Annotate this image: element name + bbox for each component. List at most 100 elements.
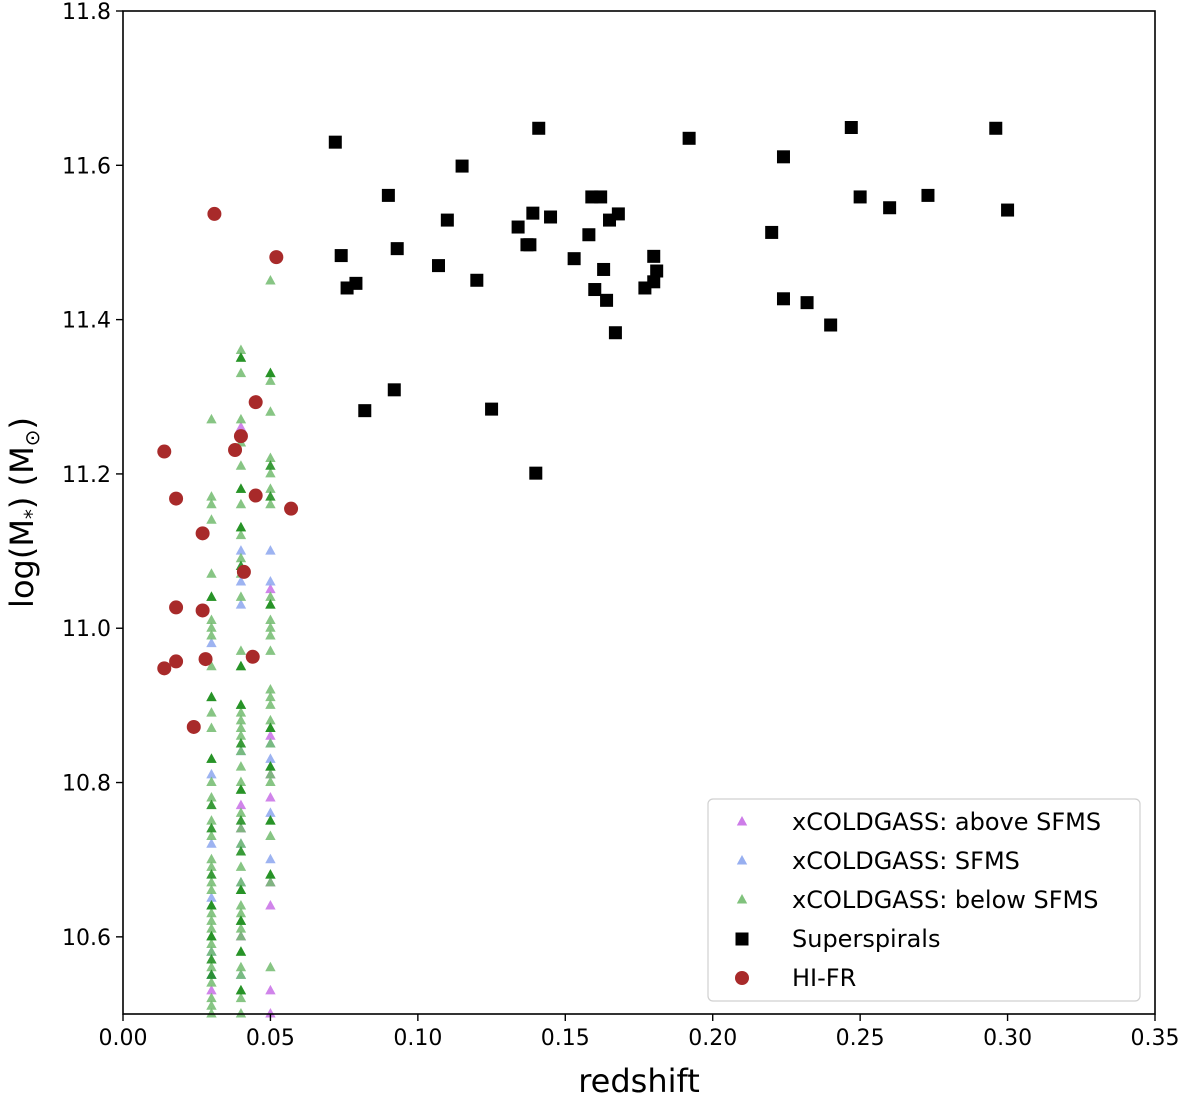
data-point	[235, 714, 247, 725]
data-point	[235, 591, 247, 601]
data-point	[265, 961, 276, 972]
data-point	[265, 599, 276, 609]
data-point	[358, 404, 372, 418]
data-point	[206, 591, 217, 601]
data-point	[235, 799, 247, 810]
data-point	[206, 992, 217, 1003]
data-point	[235, 521, 247, 532]
data-point	[265, 583, 276, 594]
x-tick-label: 0.35	[1131, 1026, 1180, 1051]
data-point	[431, 259, 445, 273]
data-point	[235, 876, 247, 887]
data-point	[206, 838, 217, 848]
data-point	[235, 992, 247, 1003]
data-points	[157, 121, 1015, 1018]
data-point	[206, 830, 217, 841]
y-tick-label: 11.4	[62, 309, 111, 334]
data-point	[582, 228, 596, 242]
data-point	[206, 614, 217, 625]
data-point	[265, 629, 276, 640]
data-point	[206, 799, 217, 810]
y-label-subscript: ⊙	[20, 430, 44, 447]
data-point	[169, 491, 184, 506]
data-point	[265, 899, 276, 910]
legend-marker	[735, 932, 749, 946]
data-point	[206, 707, 217, 717]
data-point	[334, 249, 348, 263]
data-point	[206, 961, 217, 972]
data-point	[776, 292, 790, 306]
data-point	[265, 776, 276, 787]
data-point	[169, 654, 184, 669]
data-point	[597, 262, 611, 276]
data-point	[328, 135, 342, 149]
data-point	[265, 591, 276, 601]
data-point	[265, 545, 276, 555]
data-point	[265, 683, 276, 694]
data-point	[235, 930, 247, 941]
data-point	[206, 491, 217, 501]
data-point	[235, 660, 247, 671]
data-point	[265, 498, 276, 509]
data-point	[206, 568, 217, 578]
data-point	[235, 344, 247, 354]
data-point	[611, 207, 625, 221]
data-point	[853, 190, 867, 204]
data-point	[682, 131, 696, 145]
data-point	[206, 946, 217, 956]
data-point	[235, 884, 247, 895]
legend: xCOLDGASS: above SFMS xCOLDGASS: SFMS xCOL…	[707, 798, 1141, 1002]
data-point	[206, 923, 217, 933]
data-point	[233, 429, 248, 444]
data-point	[265, 753, 276, 763]
data-point	[265, 467, 276, 478]
data-point	[157, 444, 172, 459]
y-axis-label: log(M*) (M⊙)	[3, 417, 44, 608]
data-point	[248, 488, 263, 503]
data-point	[206, 869, 217, 879]
x-axis-label: redshift	[578, 1062, 700, 1098]
data-point	[195, 526, 210, 541]
data-point	[608, 326, 622, 340]
data-point	[228, 443, 243, 458]
data-point	[235, 645, 247, 655]
data-point	[169, 600, 184, 615]
data-point	[390, 242, 404, 256]
series-4	[328, 121, 1015, 480]
data-point	[206, 861, 217, 871]
data-point	[455, 159, 469, 173]
data-point	[1001, 203, 1015, 217]
data-point	[206, 637, 217, 648]
data-point	[206, 876, 217, 887]
legend-marker	[736, 894, 748, 904]
data-point	[567, 252, 581, 266]
data-point	[989, 121, 1003, 135]
data-point	[206, 899, 217, 910]
data-point	[265, 367, 276, 378]
data-point	[265, 275, 276, 285]
data-point	[206, 498, 217, 509]
data-point	[206, 853, 217, 864]
data-point	[235, 552, 247, 563]
data-point	[824, 318, 838, 332]
legend-label: xCOLDGASS: SFMS	[792, 847, 1020, 875]
data-point	[206, 984, 217, 995]
data-point	[511, 220, 525, 234]
data-point	[265, 984, 276, 995]
data-point	[265, 722, 276, 733]
data-point	[647, 249, 661, 263]
data-point	[235, 352, 247, 362]
data-point	[381, 188, 395, 202]
data-point	[235, 529, 247, 540]
data-point	[265, 483, 276, 493]
data-point	[265, 761, 276, 771]
plot-frame	[122, 10, 1156, 1015]
data-point	[206, 514, 217, 524]
data-point	[235, 984, 247, 995]
data-point	[265, 645, 276, 655]
legend-marker	[736, 855, 748, 865]
series-5	[157, 206, 299, 734]
data-point	[485, 402, 499, 416]
data-point	[235, 483, 247, 493]
